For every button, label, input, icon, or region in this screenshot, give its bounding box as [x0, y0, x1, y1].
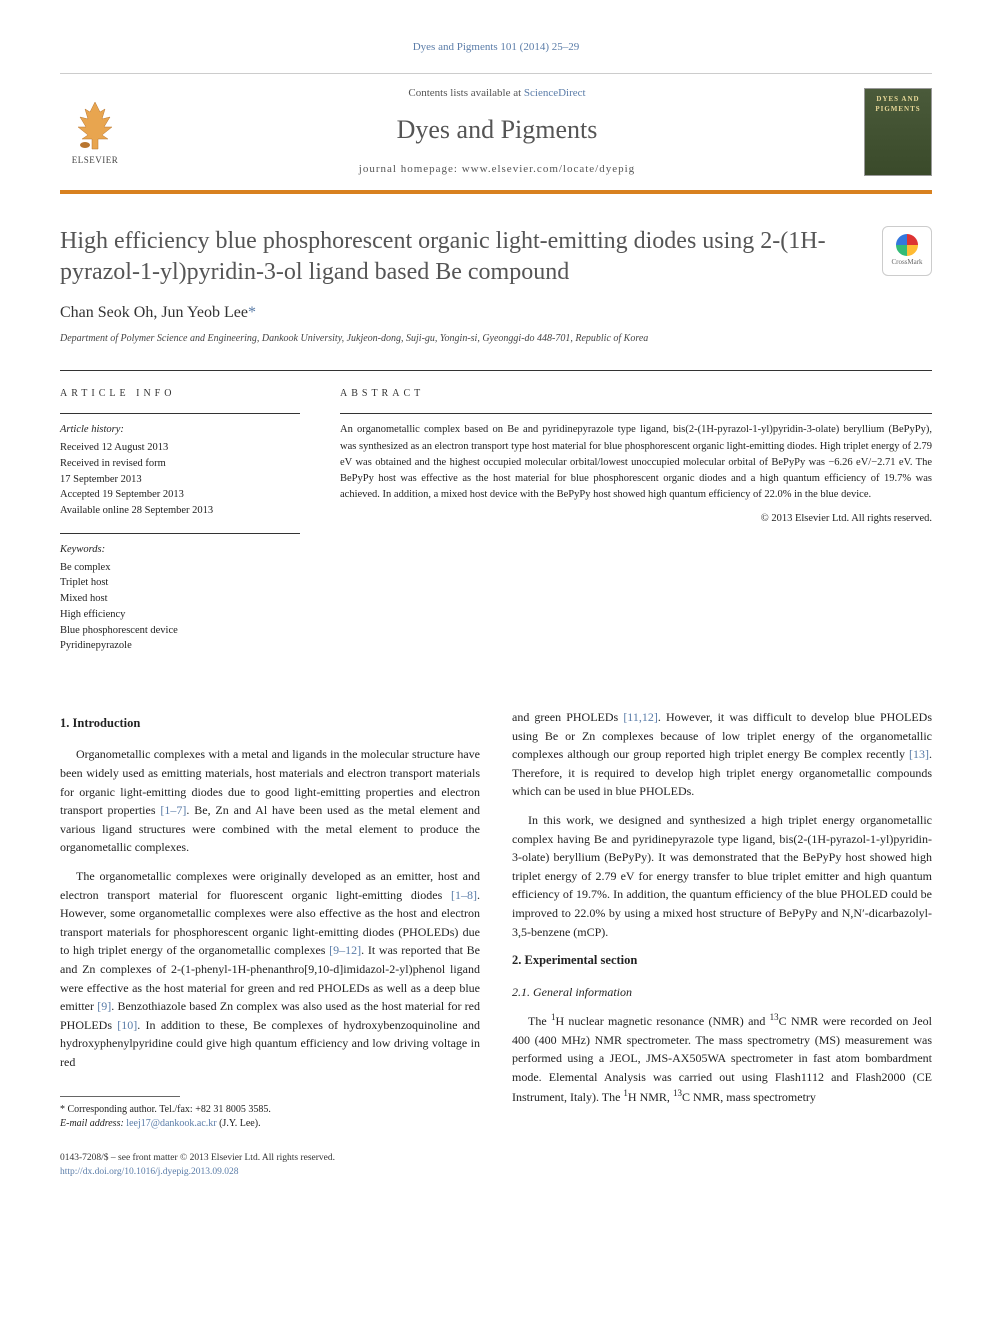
- contents-lists-line: Contents lists available at ScienceDirec…: [150, 86, 844, 101]
- keyword: High efficiency: [60, 607, 300, 623]
- email-label: E-mail address:: [60, 1118, 126, 1129]
- ref-link[interactable]: [1–7]: [160, 803, 186, 817]
- ref-link[interactable]: [9–12]: [329, 943, 361, 957]
- author-names: Chan Seok Oh, Jun Yeob Lee: [60, 304, 248, 321]
- ref-link[interactable]: [1–8]: [451, 888, 477, 902]
- doi-link[interactable]: http://dx.doi.org/10.1016/j.dyepig.2013.…: [60, 1167, 238, 1177]
- journal-cover-thumb: DYES AND PIGMENTS: [864, 88, 932, 176]
- elsevier-tree-icon: [70, 97, 120, 152]
- email-suffix: (J.Y. Lee).: [217, 1118, 261, 1129]
- email-footnote: E-mail address: leej17@dankook.ac.kr (J.…: [60, 1117, 480, 1131]
- email-link[interactable]: leej17@dankook.ac.kr: [126, 1118, 216, 1129]
- history-line: Accepted 19 September 2013: [60, 487, 300, 503]
- header-center: Contents lists available at ScienceDirec…: [150, 86, 844, 177]
- ref-link[interactable]: [13]: [909, 747, 929, 761]
- history-line: 17 September 2013: [60, 472, 300, 488]
- right-column: and green PHOLEDs [11,12]. However, it w…: [512, 708, 932, 1180]
- ref-link[interactable]: [11,12]: [623, 710, 658, 724]
- cover-thumb-label: DYES AND PIGMENTS: [865, 89, 931, 115]
- homepage-prefix: journal homepage:: [359, 163, 462, 175]
- intro-para-1: Organometallic complexes with a metal an…: [60, 745, 480, 857]
- bottom-bar: 0143-7208/$ – see front matter © 2013 El…: [60, 1151, 480, 1180]
- keyword: Triplet host: [60, 575, 300, 591]
- keyword: Blue phosphorescent device: [60, 623, 300, 639]
- ref-link[interactable]: [10]: [117, 1018, 137, 1032]
- article-history-block: Article history: Received 12 August 2013…: [60, 413, 300, 519]
- history-line: Received in revised form: [60, 456, 300, 472]
- corresponding-footnote: * Corresponding author. Tel./fax: +82 31…: [60, 1103, 480, 1117]
- history-line: Available online 28 September 2013: [60, 503, 300, 519]
- journal-header: ELSEVIER Contents lists available at Sci…: [60, 73, 932, 193]
- body-columns: 1. Introduction Organometallic complexes…: [60, 708, 932, 1180]
- section-1-heading: 1. Introduction: [60, 714, 480, 733]
- abstract-header: ABSTRACT: [340, 387, 932, 401]
- abstract-copyright: © 2013 Elsevier Ltd. All rights reserved…: [340, 512, 932, 527]
- crossmark-icon: [896, 234, 918, 256]
- sciencedirect-link[interactable]: ScienceDirect: [524, 87, 586, 99]
- corresponding-marker[interactable]: *: [248, 304, 256, 321]
- history-line: Received 12 August 2013: [60, 440, 300, 456]
- experimental-para-1: The 1H nuclear magnetic resonance (NMR) …: [512, 1011, 932, 1106]
- ref-link[interactable]: [9]: [97, 999, 111, 1013]
- intro-para-2: The organometallic complexes were origin…: [60, 867, 480, 1072]
- article-info-column: ARTICLE INFO Article history: Received 1…: [60, 387, 300, 668]
- front-matter-line: 0143-7208/$ – see front matter © 2013 El…: [60, 1151, 480, 1166]
- homepage-url: www.elsevier.com/locate/dyepig: [462, 163, 635, 175]
- publisher-name: ELSEVIER: [72, 154, 119, 167]
- abstract-text: An organometallic complex based on Be an…: [340, 413, 932, 503]
- text-run: and green PHOLEDs: [512, 710, 623, 724]
- affiliation: Department of Polymer Science and Engine…: [60, 332, 932, 346]
- citation-line: Dyes and Pigments 101 (2014) 25–29: [60, 40, 932, 55]
- journal-homepage: journal homepage: www.elsevier.com/locat…: [150, 162, 844, 177]
- intro-para-2-cont: and green PHOLEDs [11,12]. However, it w…: [512, 708, 932, 801]
- crossmark-badge[interactable]: CrossMark: [882, 226, 932, 276]
- journal-name: Dyes and Pigments: [150, 112, 844, 148]
- elsevier-logo: ELSEVIER: [60, 92, 130, 172]
- history-label: Article history:: [60, 422, 300, 438]
- article-info-header: ARTICLE INFO: [60, 387, 300, 401]
- crossmark-label: CrossMark: [891, 258, 922, 268]
- section-2-1-heading: 2.1. General information: [512, 983, 932, 1002]
- keyword: Be complex: [60, 560, 300, 576]
- text-run: The: [528, 1014, 551, 1028]
- keywords-block: Keywords: Be complex Triplet host Mixed …: [60, 533, 300, 654]
- keywords-label: Keywords:: [60, 542, 300, 558]
- superscript: 13: [770, 1012, 779, 1022]
- authors-line: Chan Seok Oh, Jun Yeob Lee*: [60, 302, 932, 324]
- left-column: 1. Introduction Organometallic complexes…: [60, 708, 480, 1180]
- contents-prefix: Contents lists available at: [408, 87, 523, 99]
- intro-para-3: In this work, we designed and synthesize…: [512, 811, 932, 941]
- text-run: H nuclear magnetic resonance (NMR) and: [555, 1014, 769, 1028]
- article-title: High efficiency blue phosphorescent orga…: [60, 226, 862, 288]
- footnote-separator: [60, 1096, 180, 1097]
- title-row: High efficiency blue phosphorescent orga…: [60, 226, 932, 288]
- keyword: Pyridinepyrazole: [60, 638, 300, 654]
- abstract-column: ABSTRACT An organometallic complex based…: [340, 387, 932, 668]
- text-run: The organometallic complexes were origin…: [60, 869, 480, 902]
- section-2-heading: 2. Experimental section: [512, 951, 932, 970]
- info-abstract-row: ARTICLE INFO Article history: Received 1…: [60, 370, 932, 668]
- keyword: Mixed host: [60, 591, 300, 607]
- superscript: 13: [673, 1088, 682, 1098]
- text-run: C NMR, mass spectrometry: [682, 1090, 816, 1104]
- text-run: H NMR,: [628, 1090, 673, 1104]
